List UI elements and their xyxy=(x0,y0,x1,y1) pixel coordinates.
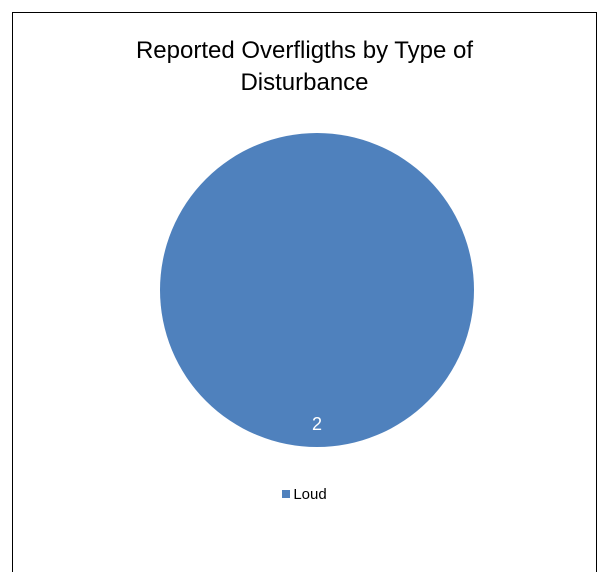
legend-swatch-icon xyxy=(282,490,291,498)
chart-title-line-1: Reported Overfligths by Type of xyxy=(135,37,474,64)
pie-slice-loud xyxy=(160,133,474,447)
chart-title: Reported Overfligths by Type of Disturba… xyxy=(13,35,596,99)
legend: Loud xyxy=(13,485,596,503)
legend-label: Loud xyxy=(293,485,327,503)
chart-area: Reported Overfligths by Type of Disturba… xyxy=(12,12,597,572)
legend-item-loud: Loud xyxy=(282,485,327,503)
data-label: 2 xyxy=(312,414,322,434)
pie-plot: 2 xyxy=(160,133,474,447)
chart-title-line-2: Disturbance xyxy=(240,69,369,96)
